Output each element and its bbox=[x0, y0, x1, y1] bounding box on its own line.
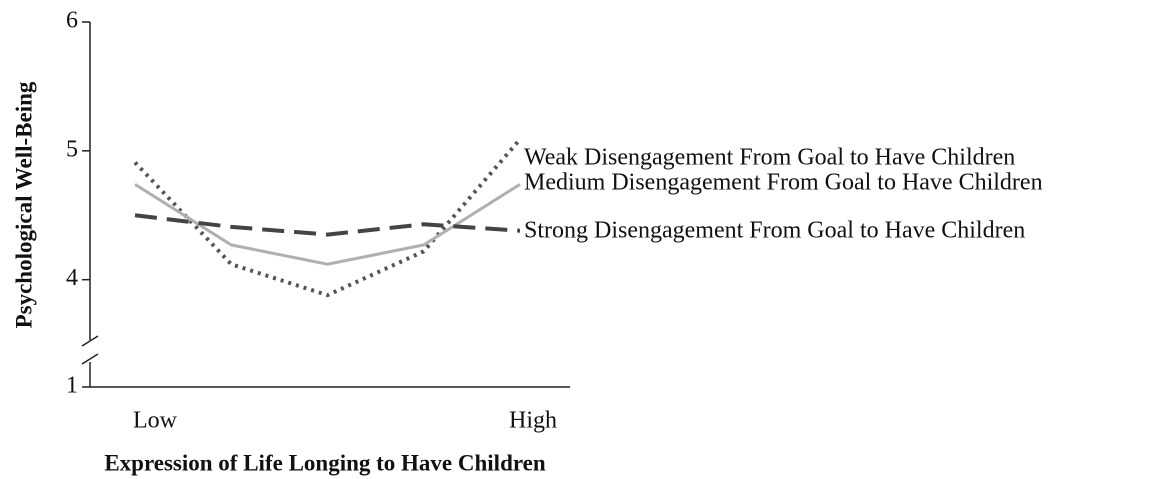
x-tick-label: High bbox=[509, 408, 557, 434]
y-axis-title: Psychological Well-Being bbox=[11, 81, 36, 328]
axis-break bbox=[81, 335, 99, 347]
x-axis-title: Expression of Life Longing to Have Child… bbox=[104, 450, 546, 475]
legend-label: Weak Disengagement From Goal to Have Chi… bbox=[524, 145, 1015, 171]
y-tick-label: 5 bbox=[66, 136, 78, 162]
legend-label: Medium Disengagement From Goal to Have C… bbox=[524, 170, 1043, 196]
series-line bbox=[134, 183, 521, 266]
x-tick-label: Low bbox=[133, 408, 178, 434]
legend-label: Strong Disengagement From Goal to Have C… bbox=[524, 218, 1025, 244]
y-tick-label: 1 bbox=[66, 373, 78, 399]
y-tick-label: 6 bbox=[66, 8, 78, 34]
series-line bbox=[134, 213, 521, 237]
series-line bbox=[133, 137, 522, 298]
axis-break bbox=[81, 353, 99, 365]
y-tick-label: 4 bbox=[66, 265, 78, 291]
